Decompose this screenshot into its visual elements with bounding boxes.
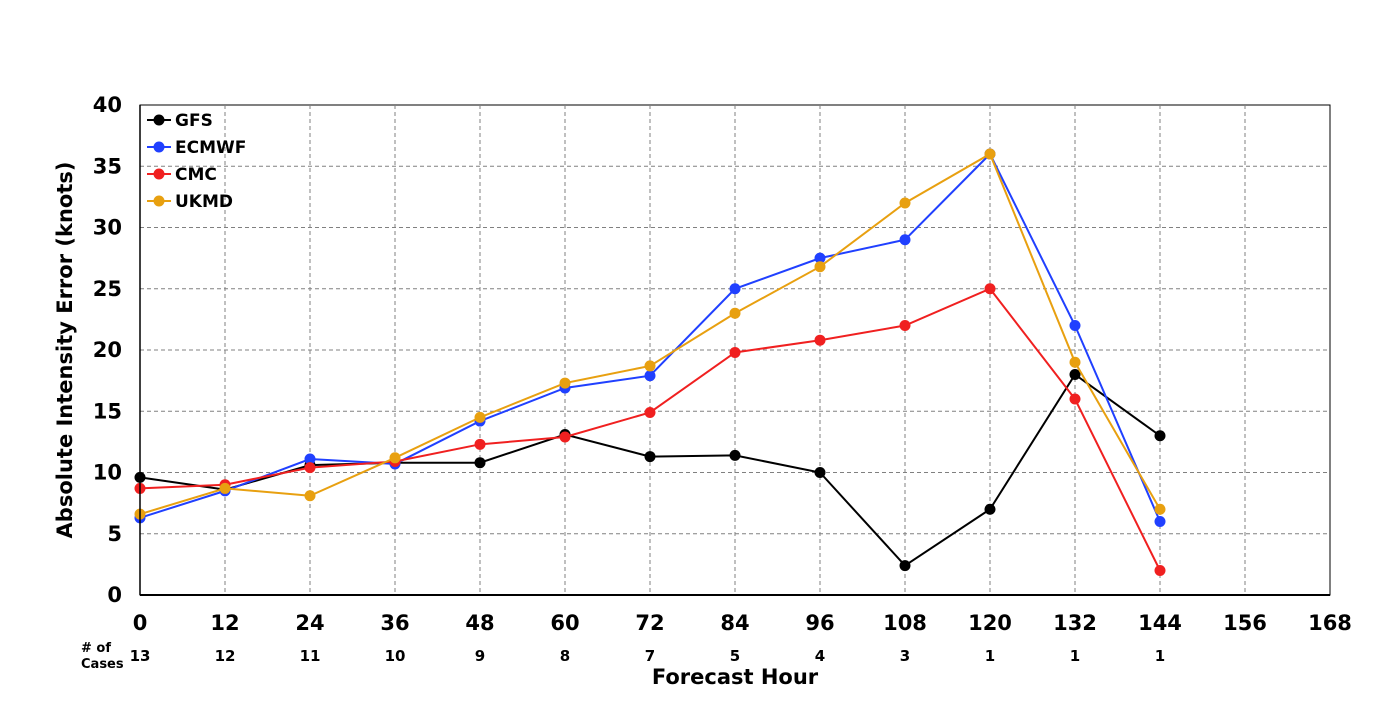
x-tick-label: 24 — [295, 611, 324, 635]
data-point-ecmwf — [729, 283, 741, 295]
x-tick-label: 60 — [550, 611, 579, 635]
case-count-label: 11 — [300, 647, 321, 665]
data-point-gfs — [814, 467, 826, 478]
x-tick-labels: 0 12 24 36 48 60 72 84 96 108 120 132 144 156 168 — [133, 611, 1352, 635]
data-point-ukmd — [729, 307, 741, 319]
case-count-label: 8 — [560, 647, 570, 665]
x-tick-label: 132 — [1053, 611, 1097, 635]
y-tick-labels: 0 5 10 15 20 25 30 35 40 — [93, 93, 122, 607]
data-point-cmc — [984, 283, 996, 295]
data-point-ecmwf — [814, 252, 826, 264]
data-point-gfs — [899, 560, 911, 572]
case-count-label: 3 — [900, 647, 910, 665]
x-tick-label: 72 — [635, 611, 664, 635]
case-count-label: 10 — [385, 647, 406, 665]
x-tick-label: 168 — [1308, 611, 1352, 635]
data-point-cmc — [559, 431, 571, 443]
data-point-cmc — [1069, 393, 1081, 405]
x-tick-label: 156 — [1223, 611, 1267, 635]
data-point-ecmwf — [899, 234, 911, 246]
cases-label-line2: Cases — [81, 657, 124, 672]
data-point-ukmd — [389, 452, 401, 464]
case-count-label: 1 — [1155, 647, 1165, 665]
data-point-ecmwf — [1154, 516, 1166, 527]
y-tick-label: 15 — [93, 399, 122, 423]
x-tick-label: 120 — [968, 611, 1012, 635]
legend-label-ukmd: UKMD — [175, 192, 233, 212]
data-point-cmc — [814, 334, 826, 346]
legend-label-gfs: GFS — [175, 111, 213, 131]
y-tick-label: 35 — [93, 154, 122, 178]
data-point-gfs — [1069, 369, 1081, 380]
data-point-ukmd — [559, 377, 571, 389]
case-counts: 13 12 11 10 9 8 7 5 4 3 1 1 1 — [130, 647, 1166, 665]
data-point-ukmd — [474, 411, 486, 423]
x-tick-label: 108 — [883, 611, 927, 635]
data-point-cmc — [729, 346, 741, 358]
data-point-gfs — [984, 503, 996, 515]
data-point-ecmwf — [1069, 320, 1081, 331]
x-tick-label: 0 — [133, 611, 148, 635]
x-axis-title: Forecast Hour — [652, 665, 819, 689]
y-tick-label: 10 — [93, 461, 122, 485]
data-point-ukmd — [984, 148, 996, 160]
case-count-label: 12 — [215, 647, 236, 665]
data-point-gfs — [644, 451, 656, 463]
data-point-ecmwf — [304, 453, 316, 465]
data-point-cmc — [304, 462, 316, 474]
data-point-cmc — [644, 406, 656, 418]
data-point-ukmd — [1069, 356, 1081, 368]
x-tick-label: 48 — [465, 611, 494, 635]
legend-marker-cmc — [153, 168, 165, 180]
x-tick-label: 84 — [720, 611, 749, 635]
data-point-ukmd — [899, 197, 911, 209]
data-point-gfs — [1154, 430, 1166, 442]
data-point-gfs — [729, 449, 741, 461]
x-tick-label: 36 — [380, 611, 409, 635]
y-axis-title: Absolute Intensity Error (knots) — [53, 162, 77, 539]
data-point-ukmd — [1154, 503, 1166, 515]
legend-marker-gfs — [153, 114, 165, 126]
x-tick-label: 144 — [1138, 611, 1182, 635]
legend-marker-ukmd — [153, 195, 165, 207]
x-tick-label: 96 — [805, 611, 834, 635]
series-group — [134, 148, 1166, 576]
data-point-ukmd — [219, 482, 231, 494]
data-point-ecmwf — [644, 370, 656, 382]
y-tick-label: 40 — [93, 93, 122, 117]
case-count-label: 5 — [730, 647, 740, 665]
y-tick-label: 30 — [93, 216, 122, 240]
legend: GFS ECMWF CMC UKMD — [147, 111, 246, 212]
y-tick-label: 20 — [93, 338, 122, 362]
data-point-cmc — [1154, 565, 1166, 576]
case-count-label: 1 — [985, 647, 995, 665]
y-tick-label: 5 — [107, 522, 122, 546]
y-tick-label: 25 — [93, 277, 122, 301]
legend-label-cmc: CMC — [175, 165, 217, 185]
case-count-label: 7 — [645, 647, 655, 665]
case-count-label: 9 — [475, 647, 485, 665]
data-point-gfs — [474, 457, 486, 469]
data-point-ukmd — [644, 360, 656, 372]
cases-label-line1: # of — [81, 641, 111, 656]
legend-label-ecmwf: ECMWF — [175, 138, 246, 158]
case-count-label: 4 — [815, 647, 825, 665]
gridlines — [140, 105, 1330, 595]
case-count-label: 1 — [1070, 647, 1080, 665]
legend-marker-ecmwf — [153, 141, 165, 153]
y-tick-label: 0 — [107, 583, 122, 607]
data-point-ukmd — [814, 261, 826, 273]
data-point-cmc — [899, 320, 911, 331]
case-count-label: 13 — [130, 647, 151, 665]
x-tick-label: 12 — [210, 611, 239, 635]
data-point-cmc — [474, 438, 486, 450]
data-point-ukmd — [304, 490, 316, 502]
